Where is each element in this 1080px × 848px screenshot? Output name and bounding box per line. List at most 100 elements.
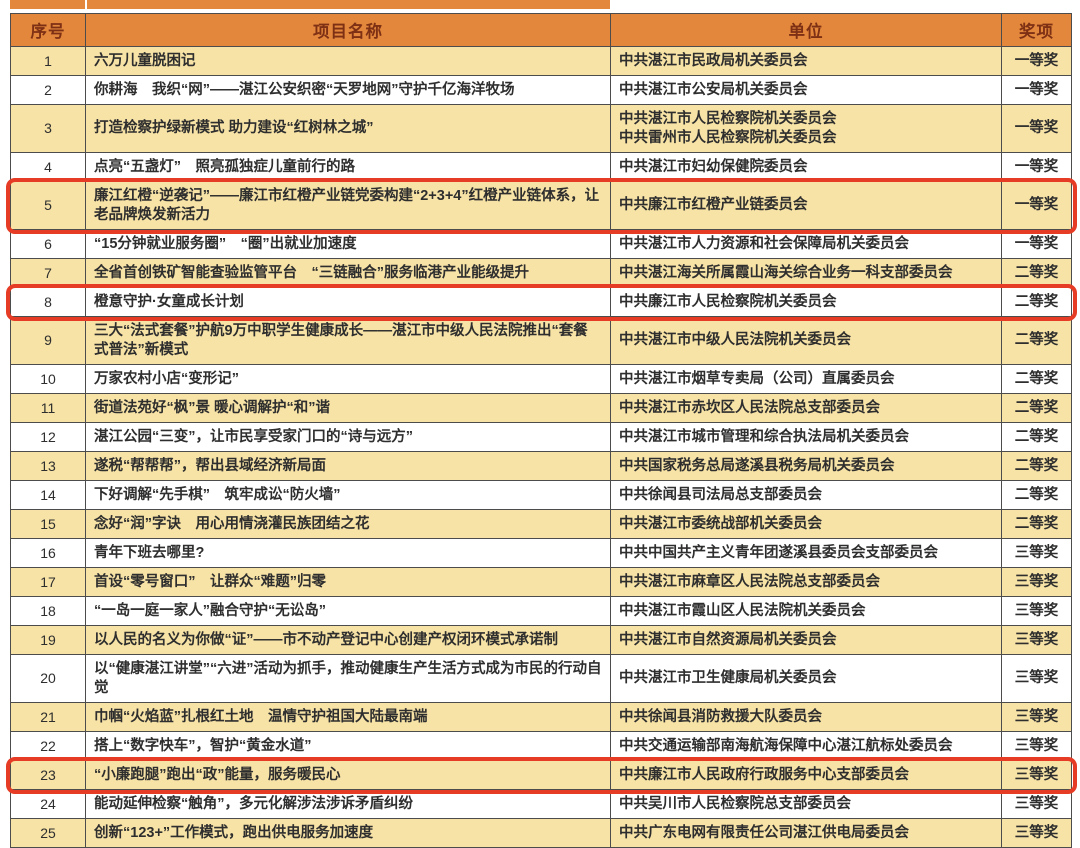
table-row: 24 能动延伸检察“触角”，多元化解涉法涉诉矛盾纠纷 中共吴川市人民检察院总支部委员… — [10, 789, 1072, 819]
cell-award: 三等奖 — [1001, 789, 1072, 819]
cell-name: 念好“润”字诀 用心用情浇灌民族团结之花 — [85, 509, 611, 539]
cell-index: 8 — [10, 287, 86, 317]
cell-name: 巾帼“火焰蓝”扎根红土地 温情守护祖国大陆最南端 — [85, 702, 611, 732]
table-row: 19 以人民的名义为你做“证”——市不动产登记中心创建产权闭环模式承诺制 中共湛江市… — [10, 625, 1072, 655]
cell-award: 二等奖 — [1001, 480, 1072, 510]
cell-unit: 中共廉江市红橙产业链委员会 — [610, 181, 1002, 230]
cell-unit: 中共国家税务总局遂溪县税务局机关委员会 — [610, 451, 1002, 481]
cell-unit: 中共湛江市公安局机关委员会 — [610, 75, 1002, 105]
cell-unit: 中共徐闻县司法局总支部委员会 — [610, 480, 1002, 510]
cell-name: 创新“123+”工作模式，跑出供电服务加速度 — [85, 818, 611, 848]
cell-unit: 中共湛江市麻章区人民法院总支部委员会 — [610, 567, 1002, 597]
cell-index: 9 — [10, 316, 86, 365]
table-row: 14 下好调解“先手棋” 筑牢成讼“防火墙” 中共徐闻县司法局总支部委员会 二等奖 — [10, 480, 1072, 510]
table-row: 7 全省首创铁矿智能查验监管平台 “三链融合”服务临港产业能级提升 中共湛江海关所属… — [10, 258, 1072, 288]
table-row: 3 打造检察护绿新模式 助力建设“红树林之城” 中共湛江市人民检察院机关委员会 中共… — [10, 104, 1072, 153]
cell-name: 以“健康湛江讲堂”“六进”活动为抓手，推动健康生产生活方式成为市民的行动自觉 — [85, 654, 611, 703]
table-header: 序号 项目名称 单位 奖项 — [10, 13, 1072, 47]
column-header-award: 奖项 — [1001, 13, 1072, 47]
table-row: 15 念好“润”字诀 用心用情浇灌民族团结之花 中共湛江市委统战部机关委员会 二等奖 — [10, 509, 1072, 539]
cell-unit: 中共湛江市自然资源局机关委员会 — [610, 625, 1002, 655]
cell-index: 16 — [10, 538, 86, 568]
cell-name: 打造检察护绿新模式 助力建设“红树林之城” — [85, 104, 611, 153]
page: 序号 项目名称 单位 奖项 1 六万儿童脱困记 中共湛江市民政局机关委员会 一等奖 2 你… — [5, 0, 1077, 848]
cell-index: 10 — [10, 364, 86, 394]
cell-name: “15分钟就业服务圈” “圈”出就业加速度 — [85, 229, 611, 259]
cell-index: 4 — [10, 152, 86, 182]
cell-unit: 中共湛江市霞山区人民法院机关委员会 — [610, 596, 1002, 626]
cropped-header-strip-segment — [10, 0, 85, 9]
cell-award: 三等奖 — [1001, 538, 1072, 568]
cell-award: 二等奖 — [1001, 422, 1072, 452]
table-row: 23 “小廉跑腿”跑出“政”能量，服务暖民心 中共廉江市人民政府行政服务中心支部委员… — [10, 760, 1072, 790]
cell-award: 一等奖 — [1001, 152, 1072, 182]
cell-name: 点亮“五盏灯” 照亮孤独症儿童前行的路 — [85, 152, 611, 182]
table-row: 12 湛江公园“三变”，让市民享受家门口的“诗与远方” 中共湛江市城市管理和综合执法… — [10, 422, 1072, 452]
cell-index: 3 — [10, 104, 86, 153]
cell-unit: 中共湛江市妇幼保健院委员会 — [610, 152, 1002, 182]
cell-unit: 中共徐闻县消防救援大队委员会 — [610, 702, 1002, 732]
column-header-name: 项目名称 — [85, 13, 611, 47]
cell-unit: 中共湛江市人力资源和社会保障局机关委员会 — [610, 229, 1002, 259]
cell-name: 六万儿童脱困记 — [85, 46, 611, 76]
cell-award: 三等奖 — [1001, 731, 1072, 761]
cell-award: 三等奖 — [1001, 702, 1072, 732]
cell-award: 一等奖 — [1001, 229, 1072, 259]
cell-name: “一岛一庭一家人”融合守护“无讼岛” — [85, 596, 611, 626]
cell-name: 橙意守护·女童成长计划 — [85, 287, 611, 317]
cell-name: 街道法苑好“枫”景 暖心调解护“和”谐 — [85, 393, 611, 423]
cell-award: 三等奖 — [1001, 654, 1072, 703]
cell-name: “小廉跑腿”跑出“政”能量，服务暖民心 — [85, 760, 611, 790]
cell-name: 能动延伸检察“触角”，多元化解涉法涉诉矛盾纠纷 — [85, 789, 611, 819]
cell-award: 三等奖 — [1001, 596, 1072, 626]
cropped-header-strip-segment — [87, 0, 610, 9]
table-row: 1 六万儿童脱困记 中共湛江市民政局机关委员会 一等奖 — [10, 46, 1072, 76]
cell-name: 搭上“数字快车”，智护“黄金水道” — [85, 731, 611, 761]
cell-index: 7 — [10, 258, 86, 288]
cell-name: 廉江红橙“逆袭记”——廉江市红橙产业链党委构建“2+3+4”红橙产业链体系，让老… — [85, 181, 611, 230]
cell-unit: 中共湛江市民政局机关委员会 — [610, 46, 1002, 76]
cell-index: 19 — [10, 625, 86, 655]
cell-award: 二等奖 — [1001, 364, 1072, 394]
cell-index: 5 — [10, 181, 86, 230]
cell-unit: 中共湛江市赤坎区人民法院总支部委员会 — [610, 393, 1002, 423]
cell-name: 万家农村小店“变形记” — [85, 364, 611, 394]
cell-name: 湛江公园“三变”，让市民享受家门口的“诗与远方” — [85, 422, 611, 452]
table-row: 20 以“健康湛江讲堂”“六进”活动为抓手，推动健康生产生活方式成为市民的行动自觉… — [10, 654, 1072, 703]
column-header-index: 序号 — [10, 13, 86, 47]
cell-unit: 中共中国共产主义青年团遂溪县委员会支部委员会 — [610, 538, 1002, 568]
cell-index: 22 — [10, 731, 86, 761]
cell-unit: 中共湛江市委统战部机关委员会 — [610, 509, 1002, 539]
cell-award: 一等奖 — [1001, 46, 1072, 76]
cell-award: 二等奖 — [1001, 393, 1072, 423]
cell-award: 二等奖 — [1001, 258, 1072, 288]
cell-award: 一等奖 — [1001, 104, 1072, 153]
cell-unit: 中共湛江市人民检察院机关委员会 中共雷州市人民检察院机关委员会 — [610, 104, 1002, 153]
cell-unit: 中共广东电网有限责任公司湛江供电局委员会 — [610, 818, 1002, 848]
cell-award: 三等奖 — [1001, 818, 1072, 848]
cropped-header-strip — [10, 0, 610, 9]
table-row: 11 街道法苑好“枫”景 暖心调解护“和”谐 中共湛江市赤坎区人民法院总支部委员会二… — [10, 393, 1072, 423]
cell-index: 14 — [10, 480, 86, 510]
cell-name: 三大“法式套餐”护航9万中职学生健康成长——湛江市中级人民法院推出“套餐式普法”… — [85, 316, 611, 365]
cell-name: 青年下班去哪里? — [85, 538, 611, 568]
cell-unit: 中共湛江海关所属霞山海关综合业务一科支部委员会 — [610, 258, 1002, 288]
cell-unit: 中共湛江市城市管理和综合执法局机关委员会 — [610, 422, 1002, 452]
table-row: 2 你耕海 我织“网”——湛江公安织密“天罗地网”守护千亿海洋牧场 中共湛江市公安局… — [10, 75, 1072, 105]
cell-unit: 中共湛江市烟草专卖局（公司）直属委员会 — [610, 364, 1002, 394]
cell-unit: 中共吴川市人民检察院总支部委员会 — [610, 789, 1002, 819]
cell-unit: 中共廉江市人民检察院机关委员会 — [610, 287, 1002, 317]
cell-index: 12 — [10, 422, 86, 452]
cell-index: 23 — [10, 760, 86, 790]
cell-index: 24 — [10, 789, 86, 819]
table-row: 9 三大“法式套餐”护航9万中职学生健康成长——湛江市中级人民法院推出“套餐式普法… — [10, 316, 1072, 365]
cell-award: 二等奖 — [1001, 316, 1072, 365]
table-row: 8 橙意守护·女童成长计划 中共廉江市人民检察院机关委员会 二等奖 — [10, 287, 1072, 317]
table-row: 22 搭上“数字快车”，智护“黄金水道” 中共交通运输部南海航海保障中心湛江航标处委… — [10, 731, 1072, 761]
table-row: 21 巾帼“火焰蓝”扎根红土地 温情守护祖国大陆最南端 中共徐闻县消防救援大队委员会… — [10, 702, 1072, 732]
cell-index: 20 — [10, 654, 86, 703]
cell-index: 17 — [10, 567, 86, 597]
table-container: 序号 项目名称 单位 奖项 1 六万儿童脱困记 中共湛江市民政局机关委员会 一等奖 2 你… — [5, 13, 1077, 848]
cell-index: 2 — [10, 75, 86, 105]
table-row: 6 “15分钟就业服务圈” “圈”出就业加速度 中共湛江市人力资源和社会保障局机关委… — [10, 229, 1072, 259]
